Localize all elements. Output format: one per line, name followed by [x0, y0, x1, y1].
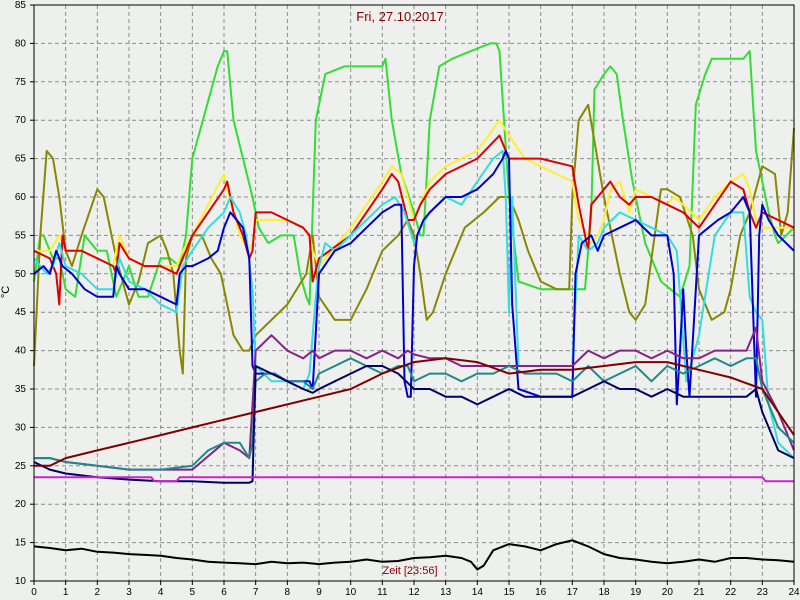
x-tick-label: 8 [285, 587, 291, 598]
series-line-10 [34, 357, 795, 467]
x-tick-label: 1 [63, 587, 69, 598]
x-tick-label: 17 [567, 587, 579, 598]
chart-title: Fri, 27.10.2017 [356, 9, 443, 24]
y-tick-label: 60 [15, 192, 27, 203]
y-tick-label: 35 [15, 384, 27, 395]
y-tick-label: 70 [15, 115, 27, 126]
series-layer [33, 42, 795, 571]
x-tick-label: 12 [408, 587, 420, 598]
y-tick-label: 80 [15, 38, 27, 49]
series-line-2 [33, 103, 795, 375]
y-tick-label: 85 [15, 0, 27, 11]
y-tick-label: 10 [15, 576, 27, 587]
y-tick-label: 40 [15, 346, 27, 357]
y-tick-label: 20 [15, 499, 27, 510]
plot-frame [33, 4, 795, 582]
series-line-6 [33, 149, 795, 406]
x-tick-label: 20 [662, 587, 674, 598]
series-line-3 [34, 119, 794, 268]
y-tick-label: 15 [15, 538, 27, 549]
series-line-11 [34, 476, 794, 483]
y-tick-label: 75 [15, 77, 27, 88]
x-tick-label: 19 [630, 587, 642, 598]
series-line-8 [34, 357, 795, 471]
x-tick-label: 16 [535, 587, 547, 598]
x-axis-label: Zeit [23:56] [382, 565, 437, 577]
x-tick-label: 15 [503, 587, 515, 598]
x-tick-label: 6 [221, 587, 227, 598]
series-line-12 [33, 539, 795, 571]
x-tick-label: 18 [598, 587, 610, 598]
x-tick-label: 9 [316, 587, 322, 598]
series-line-9 [33, 365, 795, 484]
x-tick-label: 22 [725, 587, 737, 598]
y-tick-label: 25 [15, 461, 27, 472]
y-tick-label: 55 [15, 230, 27, 241]
y-tick-label: 45 [15, 307, 27, 318]
x-tick-label: 14 [472, 587, 484, 598]
x-tick-label: 21 [693, 587, 705, 598]
x-tick-label: 3 [126, 587, 132, 598]
x-tick-label: 10 [345, 587, 357, 598]
x-tick-label: 7 [253, 587, 259, 598]
series-line-4 [33, 134, 795, 306]
x-tick-label: 11 [377, 587, 388, 598]
x-tick-label: 24 [788, 587, 800, 598]
series-line-5 [33, 149, 795, 459]
x-tick-label: 0 [31, 587, 37, 598]
y-tick-label: 30 [15, 422, 27, 433]
x-tick-label: 4 [158, 587, 164, 598]
x-tick-label: 2 [95, 587, 101, 598]
y-axis-label: °C [0, 286, 12, 298]
x-tick-label: 23 [757, 587, 769, 598]
axes: 0 1 2 3 4 5 6 7 8 9 10 11 12 13 14 15 16 17 18 19 20 21 22 23 24… [15, 0, 800, 598]
y-tick-label: 65 [15, 154, 27, 165]
y-tick-label: 50 [15, 269, 27, 280]
x-tick-label: 5 [190, 587, 196, 598]
x-tick-label: 13 [440, 587, 452, 598]
